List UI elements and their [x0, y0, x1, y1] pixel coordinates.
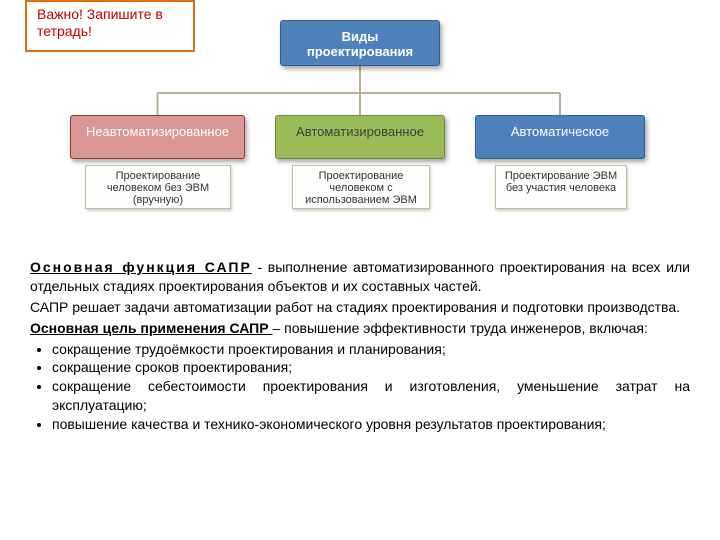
- child-node-0: Неавтоматизированное: [70, 115, 245, 159]
- paragraph-1: Основная функция САПР - выполнение автом…: [30, 258, 690, 296]
- paragraph-2: САПР решает задачи автоматизации работ н…: [30, 298, 690, 317]
- design-types-diagram: Виды проектирования Неавтоматизированное…: [0, 15, 720, 245]
- child-node-2: Автоматическое: [475, 115, 645, 159]
- body-text: Основная функция САПР - выполнение автом…: [30, 258, 690, 434]
- p3-text: – повышение эффективности труда инженеро…: [272, 320, 647, 336]
- p3-heading: Основная цель применения САПР: [30, 320, 272, 336]
- p1-heading: Основная функция САПР: [30, 259, 252, 275]
- child-sub-2: Проектирование ЭВМ без участия человека: [495, 165, 627, 209]
- list-item: повышение качества и технико-экономическ…: [52, 415, 690, 434]
- list-item: сокращение трудоёмкости проектирования и…: [52, 340, 690, 359]
- list-item: сокращение себестоимости проектирования …: [52, 377, 690, 415]
- paragraph-3: Основная цель применения САПР – повышени…: [30, 319, 690, 338]
- child-sub-0: Проектирование человеком без ЭВМ (вручну…: [85, 165, 231, 209]
- root-node: Виды проектирования: [280, 20, 440, 66]
- bullet-list: сокращение трудоёмкости проектирования и…: [30, 340, 690, 434]
- child-node-1: Автоматизированное: [275, 115, 445, 159]
- list-item: сокращение сроков проектирования;: [52, 358, 690, 377]
- child-sub-1: Проектирование человеком с использование…: [292, 165, 430, 209]
